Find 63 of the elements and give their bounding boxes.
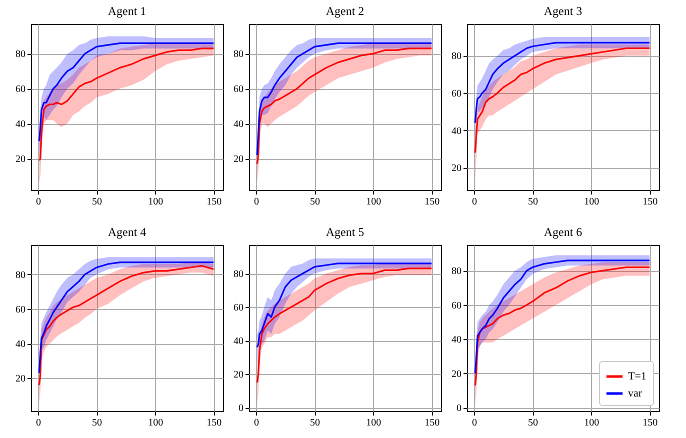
x-tick-label: 100 bbox=[366, 196, 382, 208]
y-tick-label: 0 bbox=[238, 403, 244, 414]
x-tick-label: 150 bbox=[206, 196, 222, 208]
y-tick-label: 80 bbox=[16, 49, 26, 60]
x-tick-label: 150 bbox=[642, 196, 658, 208]
x-tick-label: 50 bbox=[310, 196, 320, 208]
x-tick-label: 50 bbox=[92, 196, 102, 208]
chart-title: Agent 6 bbox=[544, 225, 582, 239]
chart-title: Agent 5 bbox=[326, 225, 364, 239]
x-tick-label: 50 bbox=[528, 418, 538, 428]
x-tick-label: 100 bbox=[148, 418, 164, 428]
x-tick-label: 0 bbox=[472, 418, 478, 428]
x-tick-label: 50 bbox=[310, 418, 320, 428]
x-tick-label: 150 bbox=[424, 196, 440, 208]
y-tick-label: 60 bbox=[16, 304, 26, 316]
y-tick-label: 80 bbox=[234, 269, 244, 280]
y-tick-label: 20 bbox=[452, 368, 462, 380]
x-tick-label: 0 bbox=[254, 418, 260, 428]
x-tick-label: 0 bbox=[254, 196, 260, 208]
y-tick-label: 80 bbox=[16, 270, 26, 281]
x-tick-label: 150 bbox=[424, 418, 440, 428]
x-tick-label: 0 bbox=[36, 418, 42, 428]
y-tick-label: 60 bbox=[234, 84, 244, 96]
y-tick-label: 40 bbox=[234, 119, 244, 130]
line-series bbox=[474, 47, 650, 154]
y-tick-label: 60 bbox=[452, 88, 462, 100]
y-tick-label: 20 bbox=[16, 154, 26, 166]
y-tick-label: 80 bbox=[452, 51, 462, 62]
y-tick-label: 60 bbox=[234, 302, 244, 314]
y-tick-label: 60 bbox=[16, 84, 26, 96]
chart-title: Agent 3 bbox=[544, 4, 582, 18]
y-tick-label: 40 bbox=[16, 339, 26, 350]
x-tick-label: 100 bbox=[148, 196, 164, 208]
y-tick-label: 40 bbox=[16, 119, 26, 130]
chart-title: Agent 1 bbox=[108, 4, 146, 18]
x-tick-label: 50 bbox=[92, 418, 102, 428]
line-series bbox=[256, 268, 432, 384]
x-tick-label: 0 bbox=[472, 196, 478, 208]
y-tick-label: 20 bbox=[234, 154, 244, 166]
chart-title: Agent 4 bbox=[108, 225, 146, 239]
y-tick-label: 80 bbox=[452, 266, 462, 278]
x-tick-label: 100 bbox=[584, 196, 600, 208]
line-series bbox=[256, 262, 432, 348]
y-tick-label: 20 bbox=[234, 370, 244, 381]
x-tick-label: 50 bbox=[528, 196, 538, 208]
legend-label: T=1 bbox=[628, 370, 646, 382]
y-tick-label: 20 bbox=[16, 374, 26, 385]
x-tick-label: 0 bbox=[36, 196, 42, 208]
y-tick-label: 40 bbox=[234, 336, 244, 348]
line-series bbox=[474, 42, 650, 124]
line-series bbox=[38, 42, 214, 142]
y-tick-label: 20 bbox=[452, 163, 462, 174]
y-tick-label: 80 bbox=[234, 49, 244, 60]
y-tick-label: 40 bbox=[452, 126, 462, 137]
legend-label: var bbox=[628, 388, 642, 400]
x-tick-label: 100 bbox=[366, 418, 382, 428]
x-tick-label: 100 bbox=[584, 418, 600, 428]
y-tick-label: 40 bbox=[452, 334, 462, 346]
chart-title: Agent 2 bbox=[326, 4, 364, 18]
y-tick-label: 0 bbox=[456, 403, 462, 414]
x-tick-label: 150 bbox=[206, 418, 222, 428]
y-tick-label: 60 bbox=[452, 300, 462, 312]
x-tick-label: 150 bbox=[642, 418, 658, 428]
